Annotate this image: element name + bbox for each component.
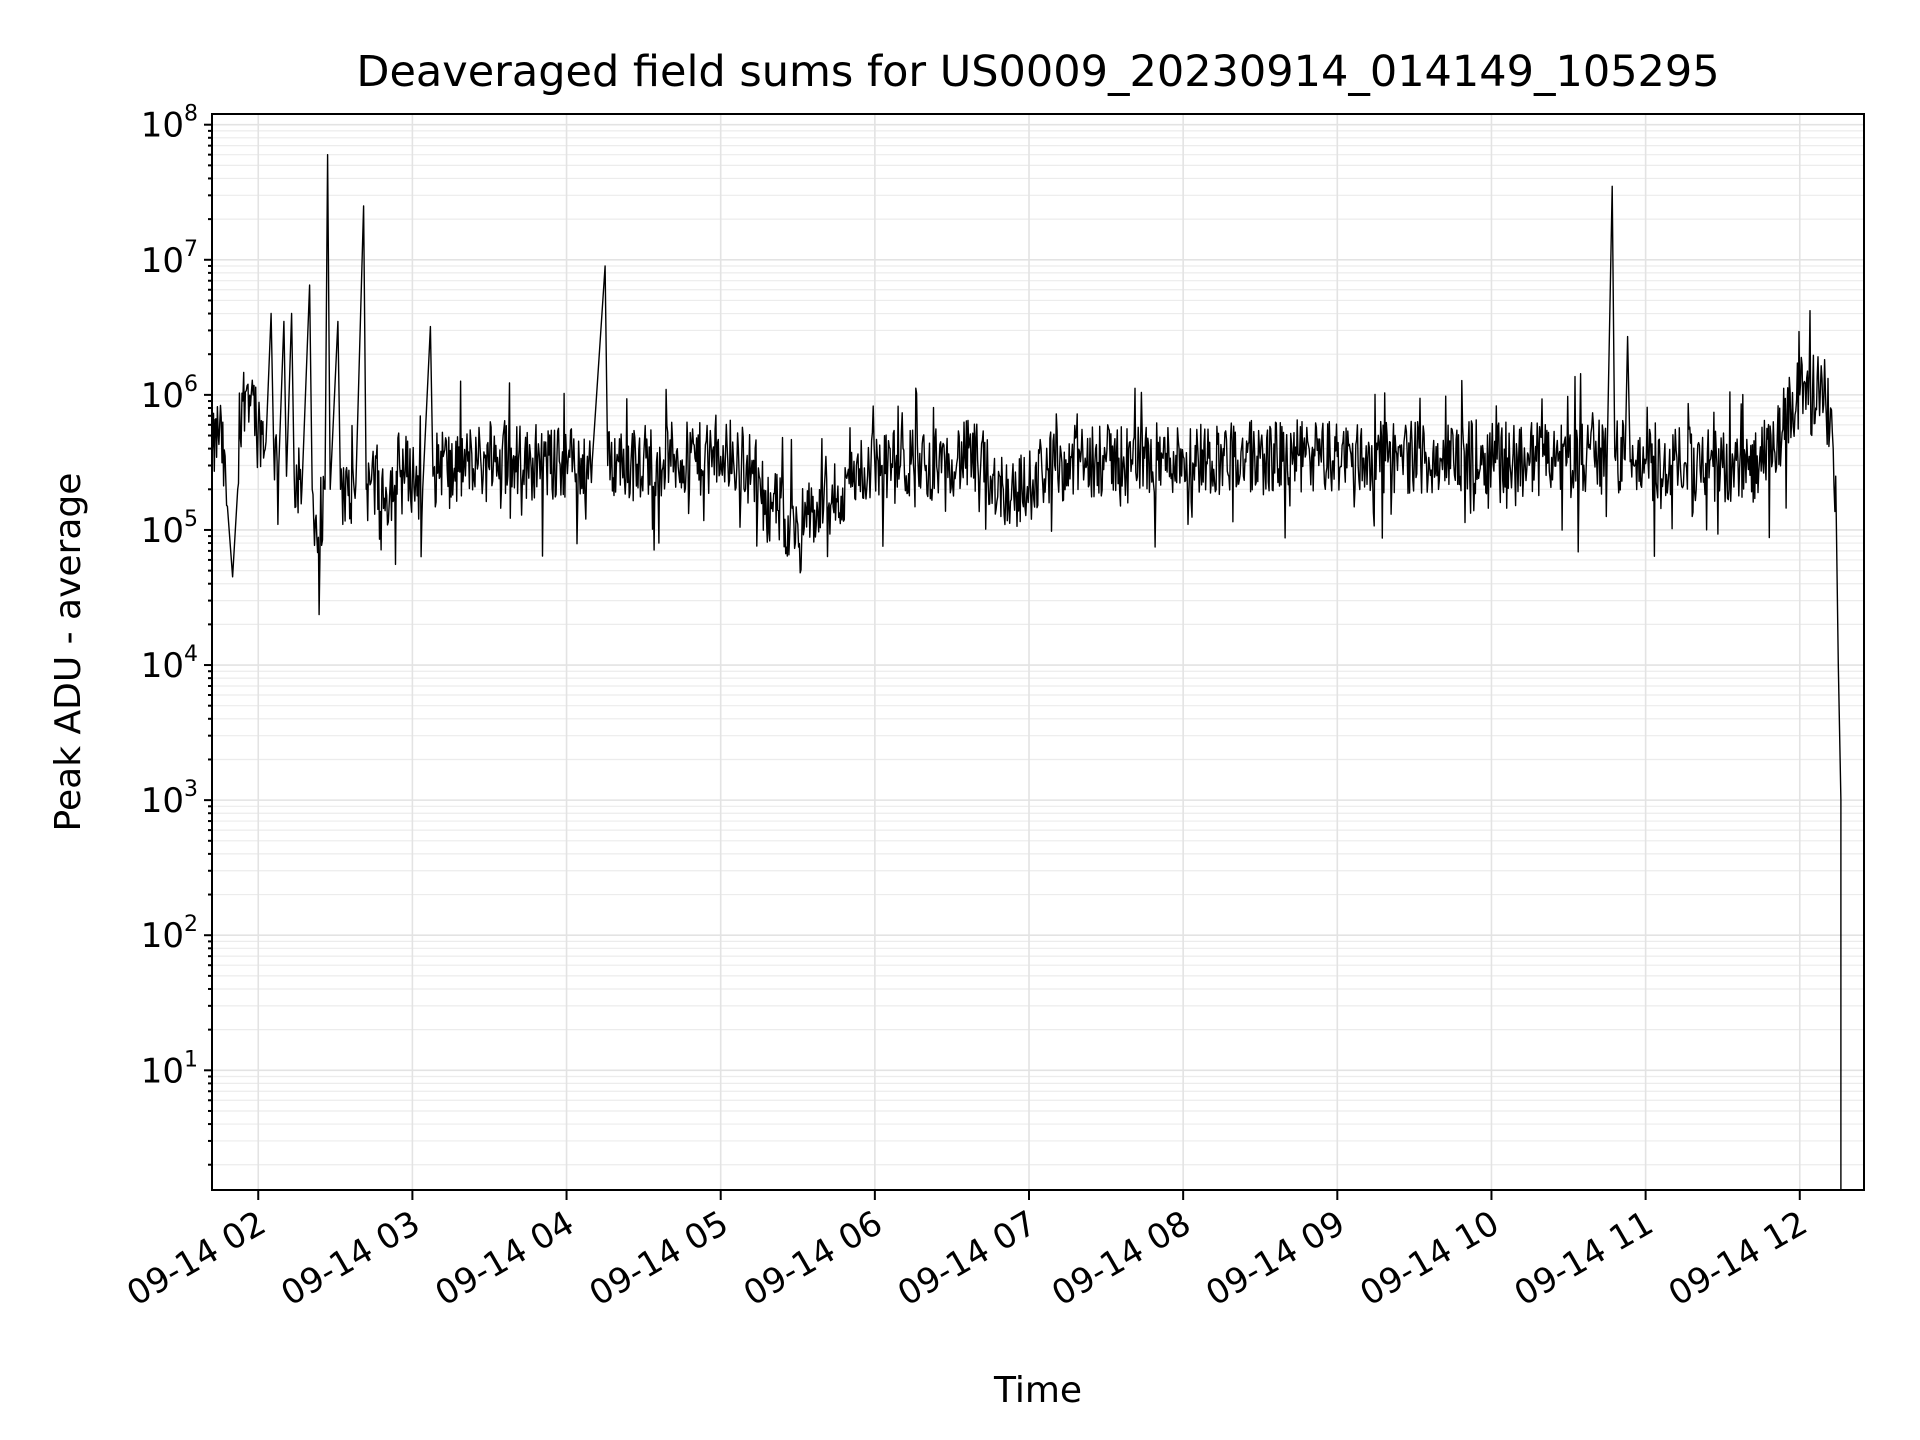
y-tick-base: 10 [141, 106, 184, 146]
y-tick-exponent: 1 [184, 1047, 198, 1072]
y-tick-exponent: 5 [184, 507, 198, 532]
grid-lines [212, 114, 1864, 1190]
y-tick-label: 105 [141, 507, 198, 551]
series-line [211, 154, 1842, 1190]
y-tick-exponent: 8 [184, 102, 198, 127]
y-tick-label: 107 [141, 237, 198, 281]
y-tick-label: 103 [141, 777, 198, 821]
y-tick-label: 106 [141, 372, 198, 416]
y-tick-exponent: 2 [184, 912, 198, 937]
y-tick-label: 108 [141, 102, 198, 146]
series-layer [211, 154, 1842, 1190]
plot-frame [211, 113, 1865, 1191]
y-tick-base: 10 [141, 781, 184, 821]
y-tick-label: 102 [141, 912, 198, 956]
y-tick-base: 10 [141, 241, 184, 281]
chart-title: Deaveraged field sums for US0009_2023091… [356, 47, 1719, 97]
y-tick-base: 10 [141, 1051, 184, 1091]
y-axis-label: Peak ADU - average [48, 473, 89, 832]
y-tick-exponent: 6 [184, 372, 198, 397]
y-tick-base: 10 [141, 511, 184, 551]
y-tick-base: 10 [141, 646, 184, 686]
y-tick-exponent: 3 [184, 777, 198, 802]
y-tick-exponent: 7 [184, 237, 198, 262]
y-tick-label: 101 [141, 1047, 198, 1091]
y-tick-exponent: 4 [184, 642, 198, 667]
y-tick-label: 104 [141, 642, 198, 686]
x-axis-label: Time [993, 1370, 1082, 1411]
y-tick-base: 10 [141, 916, 184, 956]
y-tick-base: 10 [141, 376, 184, 416]
